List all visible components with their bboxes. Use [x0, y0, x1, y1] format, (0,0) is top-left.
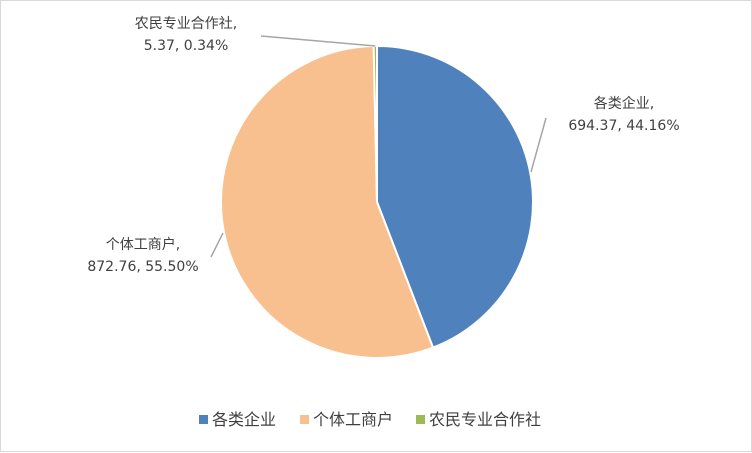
legend-swatch-1: [300, 415, 309, 424]
leader-lines: [210, 35, 547, 258]
legend-entry-2: 农民专业合作社: [429, 410, 541, 429]
data-label-name-2: 农民专业合作社,: [135, 16, 237, 32]
data-label-name-1: 个体工商户,: [106, 236, 180, 253]
data-label-name-0: 各类企业,: [594, 95, 654, 112]
leader-line-2: [260, 35, 376, 47]
pie-slice-0: [376, 44, 534, 349]
data-label-value-1: 872.76, 55.50%: [87, 259, 198, 275]
leader-line-0: [530, 117, 547, 173]
legend: 各类企业 个体工商户 农民专业合作社: [199, 410, 541, 429]
pie-slices: [220, 44, 534, 359]
legend-swatch-0: [199, 415, 208, 424]
data-label-value-0: 694.37, 44.16%: [568, 118, 679, 134]
leader-line-1: [210, 232, 224, 258]
legend-entry-0: 各类企业: [212, 410, 276, 429]
pie-slice-1: [220, 45, 435, 359]
data-label-value-2: 5.37, 0.34%: [144, 38, 229, 54]
legend-entry-1: 个体工商户: [313, 410, 393, 429]
legend-swatch-2: [416, 415, 425, 424]
